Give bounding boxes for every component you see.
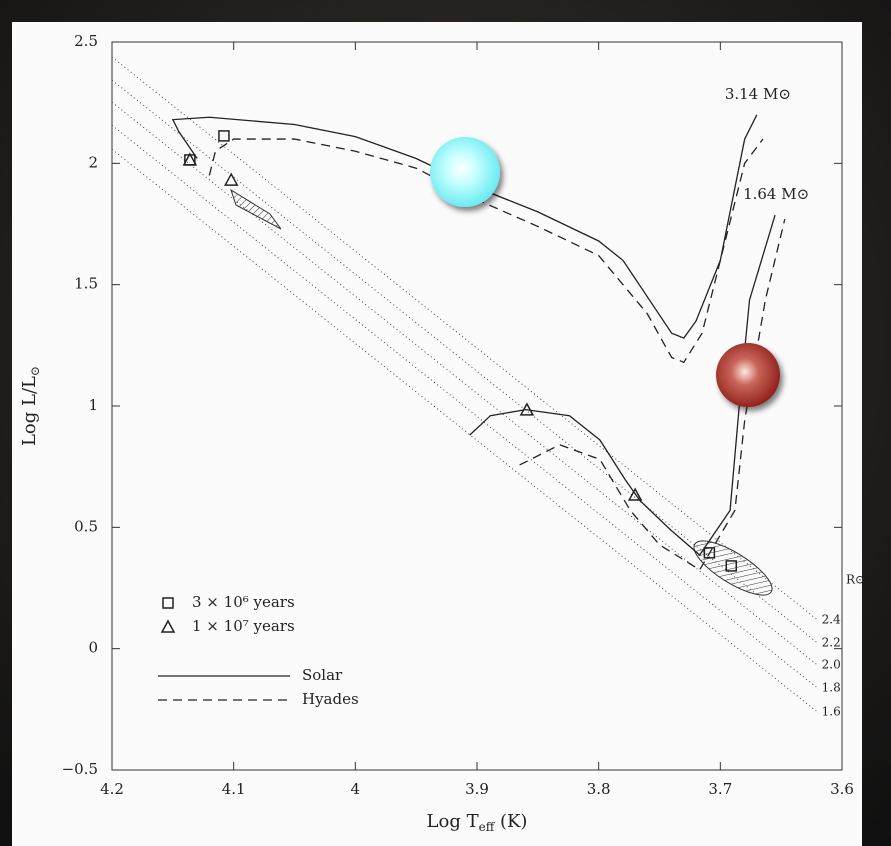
isoradius-label: 1.6 bbox=[822, 705, 841, 719]
x-tick-label: 3.7 bbox=[708, 780, 732, 798]
x-tick-label: 3.9 bbox=[465, 780, 489, 798]
y-label-text: Log L/L bbox=[19, 376, 40, 446]
isoradius-label: 2.0 bbox=[822, 658, 841, 672]
x-label-text: Log T bbox=[427, 811, 479, 832]
blue-star bbox=[430, 137, 500, 207]
isoradius-label: 2.2 bbox=[822, 636, 841, 650]
panel bbox=[12, 22, 862, 846]
x-tick-label: 4 bbox=[351, 780, 361, 798]
red-star bbox=[716, 343, 780, 407]
y-axis-label: Log L/L⊙ bbox=[19, 366, 42, 446]
legend-label: Solar bbox=[302, 666, 343, 684]
legend-label: 1 × 10⁷ years bbox=[192, 617, 295, 635]
y-tick-label: 2 bbox=[88, 153, 98, 171]
isoradius-title: R⊙ bbox=[846, 573, 865, 587]
y-tick-label: 0.5 bbox=[74, 517, 98, 535]
chart: 4.2 4.1 4 3.9 3.8 3.7 3.6 −0.5 0 0.5 1 1.5 2 2.5 R⊙ 2.4… bbox=[0, 0, 891, 846]
y-tick-label: 1.5 bbox=[74, 275, 98, 293]
x-label-sub: eff bbox=[479, 820, 496, 834]
page: 4.2 4.1 4 3.9 3.8 3.7 3.6 −0.5 0 0.5 1 1.5 2 2.5 R⊙ 2.4… bbox=[0, 0, 891, 846]
legend-label: 3 × 10⁶ years bbox=[192, 593, 295, 611]
isoradius-label: 1.8 bbox=[822, 681, 841, 695]
x-label-text: (K) bbox=[494, 811, 527, 832]
y-tick-label: 2.5 bbox=[74, 32, 98, 50]
track-label: 1.64 M⊙ bbox=[743, 185, 809, 203]
isoradius-label: 2.4 bbox=[822, 613, 841, 627]
x-axis-label: Log Teff (K) bbox=[427, 811, 528, 834]
x-tick-label: 3.6 bbox=[830, 780, 854, 798]
y-tick-label: 1 bbox=[88, 396, 98, 414]
x-tick-label: 4.2 bbox=[100, 780, 124, 798]
x-tick-label: 3.8 bbox=[587, 780, 611, 798]
y-tick-label: −0.5 bbox=[62, 760, 98, 778]
y-label-sub: ⊙ bbox=[28, 366, 42, 376]
legend-label: Hyades bbox=[302, 690, 359, 708]
track-label: 3.14 M⊙ bbox=[725, 85, 791, 103]
y-tick-label: 0 bbox=[88, 639, 98, 657]
x-tick-label: 4.1 bbox=[222, 780, 246, 798]
